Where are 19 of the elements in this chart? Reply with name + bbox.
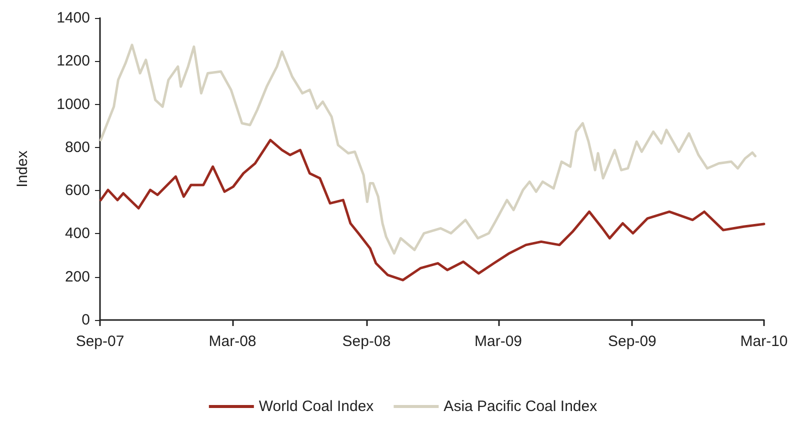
x-tick-label: Sep-09 <box>608 333 656 350</box>
y-tick-label: 200 <box>64 268 90 286</box>
y-tick-label: 400 <box>64 225 90 242</box>
legend-label: World Coal Index <box>258 398 374 415</box>
y-tick-label: 1200 <box>56 52 90 70</box>
y-tick-label: 1400 <box>56 10 90 26</box>
y-axis-title: Index <box>14 150 31 188</box>
y-tick-label: 0 <box>82 312 90 328</box>
line-series <box>99 44 757 255</box>
y-tick-label: 600 <box>64 182 90 200</box>
x-tick-label: Mar-10 <box>740 333 788 350</box>
x-tick-label: Sep-08 <box>342 333 391 350</box>
y-tick-label: 1000 <box>56 96 90 113</box>
x-tick-label: Mar-09 <box>474 333 522 350</box>
line-series <box>99 138 766 282</box>
y-tick-label: 800 <box>64 138 90 156</box>
x-tick-label: Mar-08 <box>208 333 256 350</box>
legend-label: Asia Pacific Coal Index <box>444 398 598 415</box>
x-tick-label: Sep-07 <box>76 333 124 350</box>
